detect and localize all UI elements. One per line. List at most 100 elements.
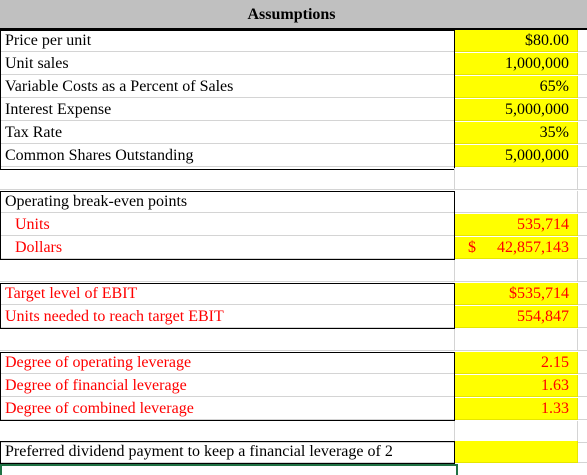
label-cell[interactable]: Dollars bbox=[0, 237, 455, 259]
empty-cell[interactable] bbox=[578, 283, 587, 305]
empty-cell[interactable] bbox=[578, 53, 587, 75]
dcl-cell[interactable]: 1.33 bbox=[455, 398, 578, 420]
table-row: Variable Costs as a Percent of Sales 65% bbox=[0, 76, 587, 99]
variable-costs-input-cell[interactable]: 65% bbox=[455, 76, 578, 98]
table-row: Tax Rate 35% bbox=[0, 122, 587, 145]
label-cell[interactable]: Common Shares Outstanding bbox=[0, 145, 455, 167]
table-row: Target level of EBIT $535,714 bbox=[0, 283, 587, 306]
empty-cell[interactable] bbox=[578, 260, 587, 282]
table-row: Units 535,714 bbox=[0, 214, 587, 237]
empty-cell[interactable] bbox=[0, 168, 455, 190]
label-cell[interactable]: Variable Costs as a Percent of Sales bbox=[0, 76, 455, 98]
variable-costs-value: 65% bbox=[539, 78, 569, 95]
breakeven-units-label: Units bbox=[15, 216, 50, 233]
empty-cell[interactable] bbox=[578, 145, 587, 167]
interest-expense-label: Interest Expense bbox=[5, 101, 112, 118]
target-ebit-value: $535,714 bbox=[509, 285, 569, 302]
assumptions-header[interactable]: Assumptions bbox=[0, 0, 587, 30]
empty-cell[interactable] bbox=[578, 214, 587, 236]
dcl-label: Degree of combined leverage bbox=[5, 400, 194, 417]
dcl-value: 1.33 bbox=[541, 400, 569, 417]
empty-cell[interactable] bbox=[578, 441, 587, 463]
table-row: Unit sales 1,000,000 bbox=[0, 53, 587, 76]
label-cell[interactable]: Target level of EBIT bbox=[0, 283, 455, 305]
empty-cell[interactable] bbox=[578, 122, 587, 144]
dfl-label: Degree of financial leverage bbox=[5, 377, 187, 394]
breakeven-units-cell[interactable]: 535,714 bbox=[455, 214, 578, 236]
empty-cell[interactable] bbox=[0, 329, 455, 351]
shares-outstanding-value: 5,000,000 bbox=[505, 147, 569, 164]
preferred-dividend-label: Preferred dividend payment to keep a fin… bbox=[5, 443, 393, 460]
empty-cell[interactable] bbox=[578, 30, 587, 52]
empty-cell[interactable] bbox=[578, 329, 587, 351]
empty-cell[interactable] bbox=[578, 306, 587, 328]
label-cell[interactable]: Degree of financial leverage bbox=[0, 375, 455, 397]
tax-rate-input-cell[interactable]: 35% bbox=[455, 122, 578, 144]
dol-value: 2.15 bbox=[541, 354, 569, 371]
empty-cell[interactable] bbox=[455, 329, 578, 351]
target-ebit-cell[interactable]: $535,714 bbox=[455, 283, 578, 305]
label-cell[interactable]: Degree of operating leverage bbox=[0, 352, 455, 374]
empty-cell[interactable] bbox=[578, 375, 587, 397]
label-cell[interactable]: Unit sales bbox=[0, 53, 455, 75]
price-input-cell[interactable]: $80.00 bbox=[455, 30, 578, 52]
shares-outstanding-input-cell[interactable]: 5,000,000 bbox=[455, 145, 578, 167]
variable-costs-label: Variable Costs as a Percent of Sales bbox=[5, 78, 234, 95]
empty-cell[interactable] bbox=[455, 168, 578, 190]
label-cell[interactable]: Preferred dividend payment to keep a fin… bbox=[0, 441, 455, 463]
empty-cell[interactable] bbox=[0, 260, 455, 282]
empty-cell[interactable] bbox=[578, 168, 587, 190]
active-cell-selection[interactable] bbox=[0, 464, 458, 475]
preferred-dividend-cell[interactable] bbox=[455, 441, 578, 463]
breakeven-heading: Operating break-even points bbox=[5, 193, 188, 210]
table-row: Units needed to reach target EBIT 554,84… bbox=[0, 306, 587, 329]
empty-cell[interactable] bbox=[455, 260, 578, 282]
dol-label: Degree of operating leverage bbox=[5, 354, 192, 371]
breakeven-dollars-value: 42,857,143 bbox=[497, 239, 569, 256]
empty-cell[interactable] bbox=[578, 76, 587, 98]
dfl-cell[interactable]: 1.63 bbox=[455, 375, 578, 397]
empty-cell[interactable] bbox=[0, 421, 455, 443]
empty-cell[interactable] bbox=[578, 398, 587, 420]
target-ebit-label: Target level of EBIT bbox=[5, 285, 138, 302]
label-cell[interactable]: Degree of combined leverage bbox=[0, 398, 455, 420]
interest-expense-input-cell[interactable]: 5,000,000 bbox=[455, 99, 578, 121]
breakeven-units-value: 535,714 bbox=[517, 216, 569, 233]
table-row: Dollars $ 42,857,143 bbox=[0, 237, 587, 260]
empty-cell[interactable] bbox=[578, 191, 587, 213]
breakeven-dollars-cell[interactable]: $ 42,857,143 bbox=[455, 237, 578, 259]
table-row: Degree of operating leverage 2.15 bbox=[0, 352, 587, 375]
empty-cell[interactable] bbox=[578, 237, 587, 259]
empty-cell[interactable] bbox=[578, 352, 587, 374]
shares-outstanding-label: Common Shares Outstanding bbox=[5, 147, 194, 164]
label-cell[interactable]: Tax Rate bbox=[0, 122, 455, 144]
unit-sales-input-cell[interactable]: 1,000,000 bbox=[455, 53, 578, 75]
table-row: Common Shares Outstanding 5,000,000 bbox=[0, 145, 587, 168]
empty-cell[interactable] bbox=[578, 421, 587, 443]
dfl-value: 1.63 bbox=[541, 377, 569, 394]
unit-sales-value: 1,000,000 bbox=[505, 55, 569, 72]
label-cell[interactable]: Price per unit bbox=[0, 30, 455, 52]
table-row bbox=[0, 168, 587, 191]
empty-cell[interactable] bbox=[455, 191, 578, 213]
currency-symbol: $ bbox=[468, 239, 476, 256]
label-cell[interactable]: Operating break-even points bbox=[0, 191, 455, 213]
table-row: Degree of combined leverage 1.33 bbox=[0, 398, 587, 421]
breakeven-dollars-label: Dollars bbox=[15, 239, 63, 256]
label-cell[interactable]: Interest Expense bbox=[0, 99, 455, 121]
interest-expense-value: 5,000,000 bbox=[505, 101, 569, 118]
table-row bbox=[0, 260, 587, 283]
empty-cell[interactable] bbox=[578, 99, 587, 121]
dol-cell[interactable]: 2.15 bbox=[455, 352, 578, 374]
page-title: Assumptions bbox=[247, 6, 336, 23]
target-units-cell[interactable]: 554,847 bbox=[455, 306, 578, 328]
label-cell[interactable]: Units needed to reach target EBIT bbox=[0, 306, 455, 328]
unit-sales-label: Unit sales bbox=[5, 55, 69, 72]
empty-cell[interactable] bbox=[455, 421, 578, 443]
label-cell[interactable]: Units bbox=[0, 214, 455, 236]
table-row: Interest Expense 5,000,000 bbox=[0, 99, 587, 122]
table-row: Operating break-even points bbox=[0, 191, 587, 214]
target-units-value: 554,847 bbox=[517, 308, 569, 325]
tax-rate-value: 35% bbox=[539, 124, 569, 141]
